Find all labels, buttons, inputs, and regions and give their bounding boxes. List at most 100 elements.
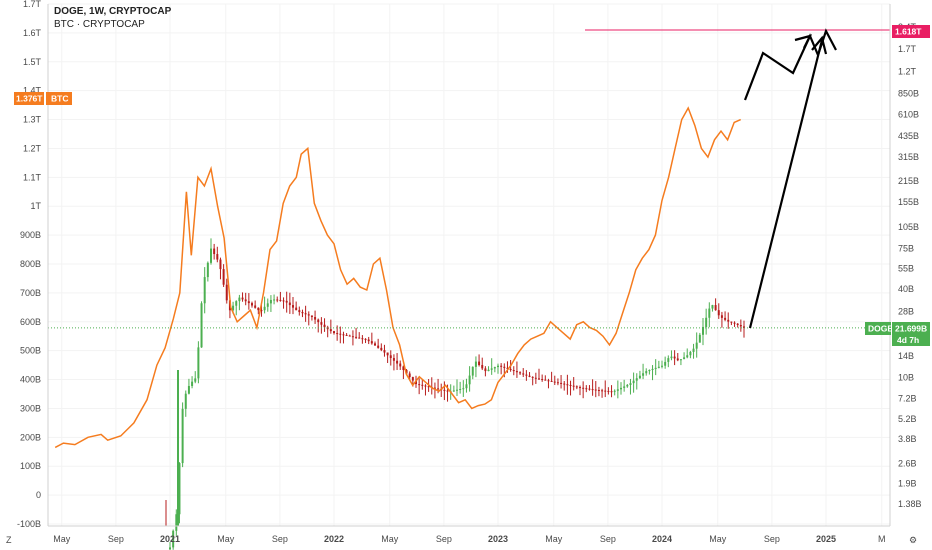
right-tick-label: 1.9B — [898, 479, 917, 489]
doge-candle-body — [389, 355, 392, 359]
doge-candle-body — [664, 361, 667, 366]
left-tick-label: -100B — [17, 519, 41, 529]
doge-candle-body — [351, 336, 354, 338]
doge-candle-body — [342, 334, 345, 336]
doge-candle-body — [427, 386, 430, 388]
doge-candle-body — [254, 305, 257, 308]
doge-candle-body — [285, 300, 288, 303]
doge-candle-body — [411, 377, 414, 381]
x-tick-label: May — [545, 534, 563, 544]
doge-candle-body — [355, 336, 358, 338]
doge-candle-body — [172, 530, 175, 548]
doge-candle-body — [582, 387, 585, 389]
doge-candle-body — [550, 380, 553, 382]
btc-price-label: 1.376T — [16, 94, 43, 104]
doge-candle-body — [626, 384, 629, 387]
x-tick-label: Sep — [436, 534, 452, 544]
doge-candle-body — [203, 277, 206, 304]
doge-candle-body — [187, 385, 190, 394]
doge-candle-body — [383, 350, 386, 353]
left-axis: 1.7T 1.6T 1.5T 1.4T 1.3T 1.2T 1.1T 1T 900B 800B 70… — [17, 0, 49, 529]
doge-candle-body — [635, 378, 638, 381]
doge-candle-body — [380, 347, 383, 351]
left-tick-label: 300B — [20, 403, 41, 413]
doge-candle-body — [541, 379, 544, 381]
doge-candle-body — [377, 345, 380, 348]
right-tick-label: 610B — [898, 110, 919, 120]
x-tick-label: 2023 — [488, 534, 508, 544]
doge-series — [165, 238, 745, 550]
doge-candle-body — [673, 356, 676, 359]
doge-candle-body — [509, 368, 512, 371]
left-tick-label: 200B — [20, 432, 41, 442]
doge-candle-body — [579, 387, 581, 389]
doge-candle-body — [216, 254, 219, 260]
doge-name-badge — [865, 322, 891, 335]
doge-candle-body — [184, 393, 187, 409]
doge-candle-body — [251, 303, 253, 306]
doge-candle-body — [534, 377, 537, 379]
right-tick-label: 2.6B — [898, 459, 917, 469]
btc-projection-arrowhead — [794, 34, 813, 49]
left-tick-label: 100B — [20, 461, 41, 471]
left-tick-label: 1.2T — [23, 143, 42, 153]
right-tick-label: 7.2B — [898, 393, 917, 403]
btc-line — [54, 106, 741, 449]
right-tick-label: 315B — [898, 152, 919, 162]
x-tick-label: Sep — [600, 534, 616, 544]
doge-candle-body — [320, 322, 323, 325]
doge-candle-body — [594, 389, 597, 391]
doge-candle-body — [169, 547, 171, 550]
doge-candle-body — [478, 361, 481, 365]
doge-candle-body — [405, 369, 408, 374]
zoom-corner-label[interactable]: Z — [6, 535, 12, 545]
doge-projection-arrow — [748, 39, 824, 329]
doge-candle-body — [601, 390, 604, 392]
doge-candle-body — [528, 375, 531, 377]
doge-candle-body — [705, 317, 708, 327]
x-tick-label: Sep — [272, 534, 288, 544]
left-tick-label: 1T — [30, 201, 41, 211]
doge-candle-body — [654, 367, 657, 369]
right-tick-label: 75B — [898, 244, 914, 254]
doge-candle-body — [506, 367, 509, 369]
doge-candle-body — [437, 388, 440, 390]
right-tick-label: 10B — [898, 372, 914, 382]
left-tick-label: 1.1T — [23, 172, 42, 182]
doge-candle-body — [667, 358, 670, 362]
x-tick-label: May — [709, 534, 727, 544]
right-axis: 2.4T1.7T1.2T850B610B435B315B215B155B105B… — [889, 4, 922, 526]
target-badge — [892, 25, 930, 38]
doge-candle-body — [730, 321, 733, 323]
doge-candle-body — [490, 368, 493, 370]
doge-candle-body — [563, 383, 566, 385]
doge-candle-body — [484, 368, 487, 372]
doge-candle-body — [197, 347, 200, 379]
doge-candle-body — [433, 387, 436, 389]
doge-candle-body — [263, 306, 266, 311]
doge-candle-body — [348, 335, 351, 337]
left-tick-label: 800B — [20, 259, 41, 269]
doge-candle-body — [604, 390, 607, 392]
doge-candle-body — [310, 315, 313, 318]
doge-candle-body — [717, 310, 720, 316]
doge-candle-body — [613, 390, 616, 392]
doge-value-badge — [892, 322, 930, 346]
doge-candle-body — [304, 313, 307, 315]
doge-candle-body — [493, 367, 496, 369]
settings-icon[interactable]: ⚙ — [909, 535, 917, 545]
btc-name-badge — [46, 92, 72, 105]
doge-candle-body — [739, 324, 742, 327]
doge-candle-body — [616, 389, 619, 391]
doge-candle-body — [178, 463, 181, 515]
doge-candle-body — [292, 305, 294, 308]
doge-candle-body — [620, 387, 622, 390]
doge-candle-body — [301, 312, 304, 314]
doge-candle-body — [724, 317, 727, 320]
doge-candle-body — [307, 314, 310, 316]
doge-candle-body — [232, 305, 235, 311]
doge-candle-body — [487, 369, 490, 372]
doge-candle-body — [515, 371, 518, 373]
doge-countdown-label: 4d 7h — [897, 335, 919, 345]
